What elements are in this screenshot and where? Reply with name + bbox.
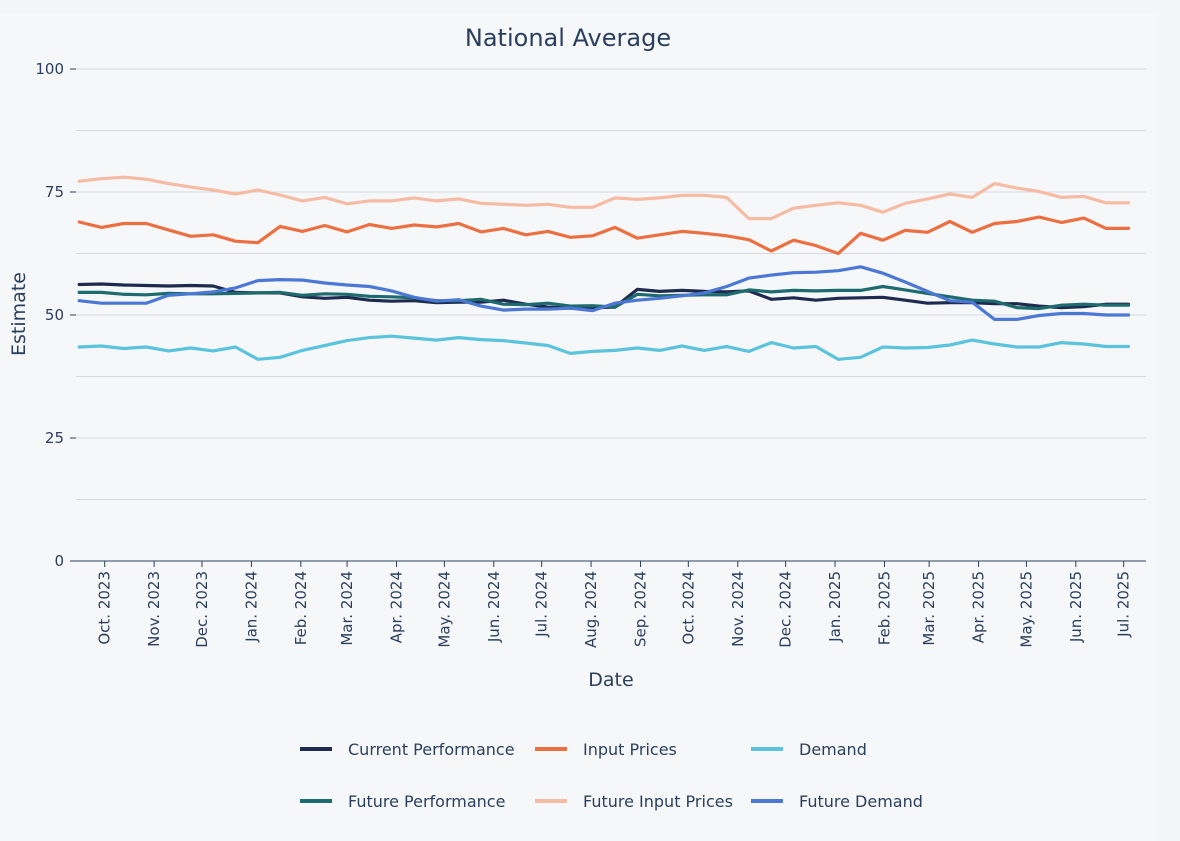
line-chart: National Average Oct. 2023 Nov. 2023 Dec. … <box>8 24 1146 811</box>
x-tick-label: Nov. 2023 <box>145 571 163 647</box>
x-axis-title: Date <box>588 669 633 691</box>
x-tick-label: Dec. 2023 <box>193 571 211 648</box>
y-tick-label: 100 <box>35 60 64 78</box>
x-tick-label: Oct. 2023 <box>96 571 114 645</box>
x-tick-label: Jan. 2024 <box>242 571 260 643</box>
y-axis-title: Estimate <box>8 272 30 356</box>
x-tick-label: Jan. 2025 <box>826 571 844 643</box>
x-tick-label: Feb. 2025 <box>875 571 893 645</box>
legend-label-future-input-prices[interactable]: Future Input Prices <box>583 792 733 811</box>
chart-panel: National Average Oct. 2023 Nov. 2023 Dec. … <box>0 14 1158 841</box>
x-tick-label: Sep. 2024 <box>632 571 650 647</box>
x-tick-label: Oct. 2024 <box>679 571 697 645</box>
x-tick-label: May. 2025 <box>1017 571 1035 648</box>
x-tick-label: Feb. 2024 <box>292 571 310 645</box>
y-tick-label: 25 <box>45 429 64 447</box>
x-tick-label: Dec. 2024 <box>777 571 795 648</box>
x-tick-label: Apr. 2024 <box>388 571 406 643</box>
chart-title: National Average <box>465 24 671 52</box>
series-line-demand[interactable] <box>77 334 1131 361</box>
x-tick-label: May. 2024 <box>435 571 453 648</box>
x-tick-label: Aug. 2024 <box>582 571 600 648</box>
x-tick-label: Jun. 2025 <box>1067 571 1085 643</box>
y-tick-label: 0 <box>54 552 64 570</box>
series-line-future-input-prices[interactable] <box>77 175 1131 221</box>
x-tick-label: Jun. 2024 <box>485 571 503 643</box>
legend-label-demand[interactable]: Demand <box>799 740 867 759</box>
x-tick-label: Jul. 2024 <box>533 571 551 638</box>
y-tick-label: 75 <box>45 183 64 201</box>
legend: Current Performance Input Prices Demand Fut… <box>300 740 923 811</box>
x-tick-label: Nov. 2024 <box>729 571 747 647</box>
series-line-future-demand[interactable] <box>77 265 1131 321</box>
x-tick-label: Mar. 2024 <box>338 571 356 646</box>
legend-label-input-prices[interactable]: Input Prices <box>583 740 677 759</box>
legend-label-future-performance[interactable]: Future Performance <box>348 792 505 811</box>
x-tick-label: Jul. 2025 <box>1115 571 1133 638</box>
x-tick-label: Mar. 2025 <box>920 571 938 646</box>
legend-label-current-performance[interactable]: Current Performance <box>348 740 515 759</box>
series-line-input-prices[interactable] <box>77 215 1131 256</box>
x-tick-label: Apr. 2025 <box>970 571 988 643</box>
y-tick-label: 50 <box>45 306 64 324</box>
legend-label-future-demand[interactable]: Future Demand <box>799 792 923 811</box>
